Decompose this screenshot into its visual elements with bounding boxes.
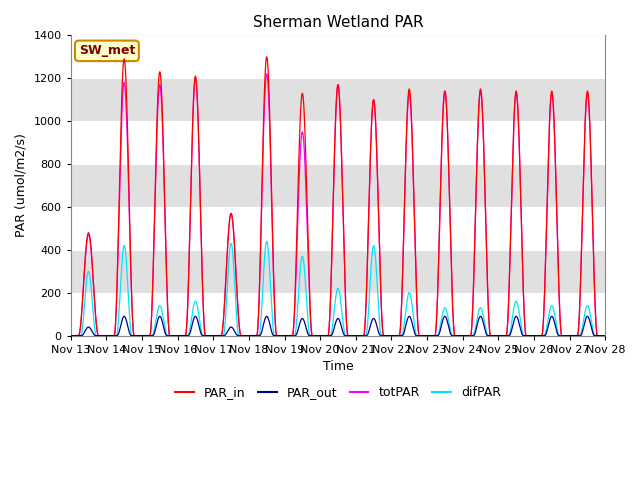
Y-axis label: PAR (umol/m2/s): PAR (umol/m2/s) <box>15 133 28 238</box>
Bar <box>70 250 605 293</box>
Bar <box>70 36 605 78</box>
Legend: PAR_in, PAR_out, totPAR, difPAR: PAR_in, PAR_out, totPAR, difPAR <box>170 382 506 405</box>
Text: SW_met: SW_met <box>79 44 135 57</box>
X-axis label: Time: Time <box>323 360 353 373</box>
Title: Sherman Wetland PAR: Sherman Wetland PAR <box>253 15 423 30</box>
Bar <box>70 207 605 250</box>
Bar <box>70 78 605 121</box>
Bar <box>70 164 605 207</box>
Bar <box>70 293 605 336</box>
Bar <box>70 121 605 164</box>
